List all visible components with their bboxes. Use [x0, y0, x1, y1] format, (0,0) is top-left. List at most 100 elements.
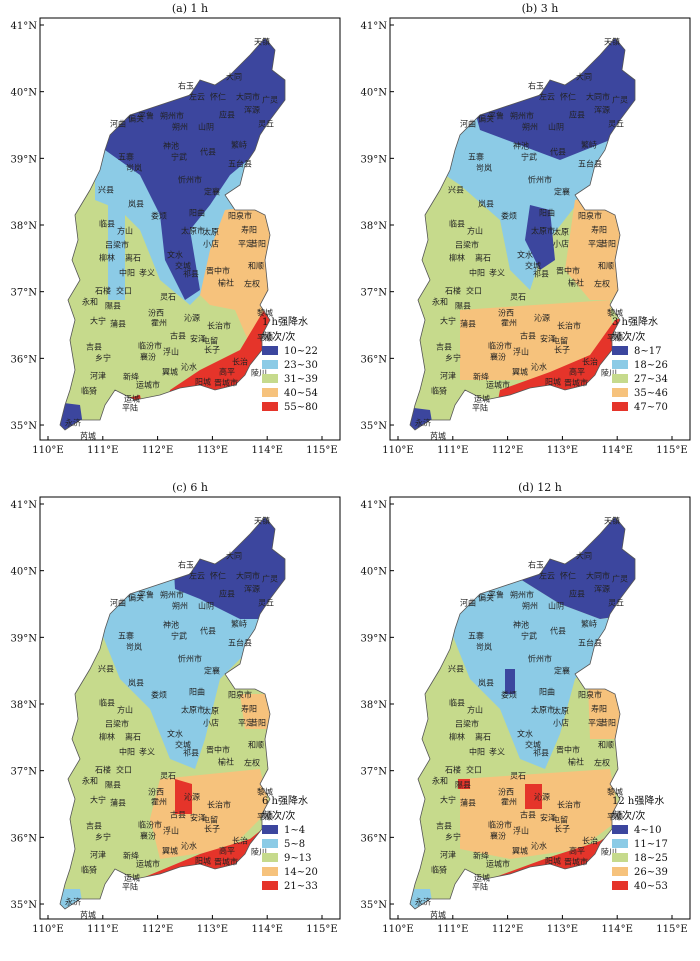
- place-label: 临汾市: [488, 820, 512, 830]
- place-label: 河津: [90, 371, 106, 381]
- panel-title: (a) 1 h: [172, 2, 208, 15]
- place-label: 五台县: [228, 159, 252, 169]
- place-label: 平顺: [607, 334, 623, 343]
- place-label: 阳城: [195, 857, 211, 866]
- place-label: 交城: [525, 261, 541, 271]
- place-label: 天镇: [604, 37, 620, 47]
- place-label: 灵丘: [608, 120, 624, 129]
- place-label: 交口: [116, 286, 132, 296]
- x-tick-label: 114°E: [602, 924, 633, 935]
- place-label: 交城: [525, 740, 541, 750]
- place-label: 交口: [466, 765, 482, 775]
- x-tick-label: 115°E: [306, 445, 337, 456]
- place-label: 平陆: [122, 403, 138, 413]
- place-label: 芮城: [80, 431, 96, 441]
- place-label: 文水: [517, 250, 533, 260]
- legend-label: 9~13: [284, 853, 311, 864]
- place-label: 陵川: [251, 848, 267, 857]
- y-tick-label: 37°N: [361, 288, 388, 299]
- place-label: 柳林: [99, 732, 115, 742]
- place-label: 榆社: [568, 278, 584, 288]
- legend-swatch: [262, 839, 278, 848]
- map-frame: [39, 496, 341, 920]
- place-label: 孝义: [489, 748, 505, 757]
- x-tick-label: 115°E: [656, 445, 687, 456]
- place-label: 新绛: [123, 851, 139, 861]
- place-label: 五寨: [468, 152, 484, 162]
- place-label: 祁县: [183, 269, 199, 279]
- place-label: 阳泉市: [578, 690, 602, 700]
- y-tick-label: 38°N: [11, 221, 38, 232]
- place-label: 岚县: [128, 679, 144, 688]
- place-label: 宁武: [521, 152, 537, 162]
- place-label: 永和: [82, 776, 98, 786]
- place-label: 怀仁: [210, 92, 226, 102]
- place-label: 广灵: [612, 574, 628, 584]
- zone: [60, 400, 85, 430]
- place-label: 隰县: [105, 780, 121, 790]
- legend-label: 8~17: [634, 346, 661, 357]
- place-label: 运城: [124, 395, 140, 404]
- y-tick-label: 39°N: [11, 154, 38, 165]
- place-label: 浮山: [163, 826, 179, 836]
- place-label: 天镇: [604, 516, 620, 526]
- place-label: 永济: [65, 418, 81, 428]
- place-label: 临猗: [81, 865, 97, 875]
- legend-swatch: [262, 853, 278, 862]
- x-tick-label: 115°E: [306, 924, 337, 935]
- place-label: 黎城: [607, 787, 623, 797]
- place-label: 沁水: [531, 362, 547, 372]
- place-label: 长子: [554, 345, 570, 355]
- place-label: 交口: [116, 765, 132, 775]
- place-label: 芮城: [430, 431, 446, 441]
- place-label: 黎城: [257, 308, 273, 318]
- place-label: 灵丘: [608, 599, 624, 608]
- place-label: 太原: [553, 227, 569, 237]
- zones: [60, 517, 285, 909]
- place-label: 五寨: [118, 152, 134, 162]
- place-label: 寿阳: [241, 704, 257, 714]
- place-label: 太原: [203, 706, 219, 716]
- place-label: 五寨: [468, 631, 484, 641]
- place-label: 屯留: [202, 336, 218, 346]
- place-label: 寿阳: [591, 704, 607, 714]
- legend-swatch: [612, 839, 628, 848]
- legend-swatch: [262, 346, 278, 355]
- place-label: 小店: [553, 718, 569, 728]
- legend-swatch: [262, 867, 278, 876]
- place-label: 晋中市: [206, 266, 230, 276]
- legend-swatch: [262, 825, 278, 834]
- y-tick-label: 38°N: [361, 700, 388, 711]
- place-label: 山阴: [198, 122, 214, 132]
- place-label: 运城市: [486, 380, 510, 390]
- place-label: 灵丘: [258, 120, 274, 129]
- place-label: 长治: [582, 357, 598, 367]
- legend-label: 21~33: [284, 881, 318, 892]
- place-label: 晋中市: [556, 266, 580, 276]
- place-label: 小店: [553, 239, 569, 249]
- place-label: 汾西: [148, 308, 164, 318]
- place-label: 方山: [467, 226, 483, 236]
- place-label: 汾西: [498, 787, 514, 797]
- place-label: 阳城: [545, 378, 561, 387]
- place-label: 阳曲: [189, 208, 205, 218]
- place-label: 广灵: [612, 95, 628, 105]
- place-label: 孝义: [139, 748, 155, 757]
- y-tick-label: 41°N: [361, 21, 388, 32]
- legend-swatch: [612, 360, 628, 369]
- place-label: 定襄: [554, 187, 570, 197]
- y-tick-label: 37°N: [11, 288, 38, 299]
- place-label: 榆社: [218, 278, 234, 288]
- x-tick-label: 113°E: [547, 924, 578, 935]
- place-label: 中阳: [469, 268, 485, 278]
- place-label: 孝义: [489, 269, 505, 278]
- legend-label: 4~10: [634, 825, 661, 836]
- place-label: 沁水: [181, 362, 197, 372]
- legend-swatch: [612, 374, 628, 383]
- place-label: 高平: [569, 846, 585, 856]
- place-label: 晋城市: [564, 857, 588, 867]
- place-label: 大同市: [586, 92, 610, 102]
- place-label: 高平: [569, 367, 585, 377]
- panel-title: (d) 12 h: [518, 481, 562, 494]
